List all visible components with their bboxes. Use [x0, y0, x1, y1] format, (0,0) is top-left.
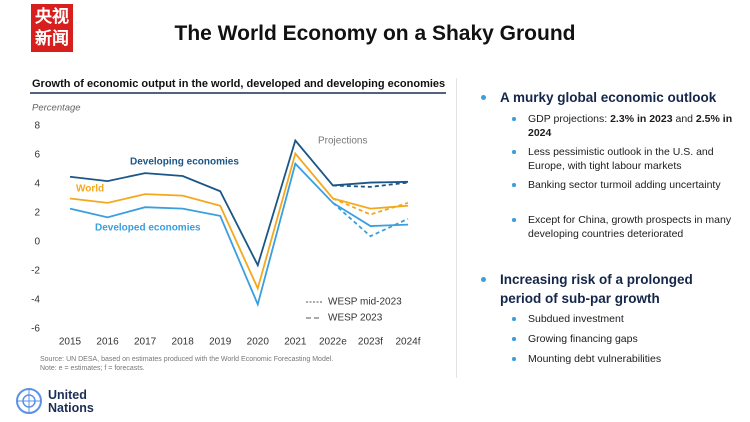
series-label: Developing economies — [130, 157, 239, 168]
x-tick-label: 2015 — [59, 337, 82, 348]
series-line-dashed — [332, 181, 409, 188]
chart: Growth of economic output in the world, … — [30, 78, 446, 372]
x-tick-label: 2016 — [96, 337, 119, 348]
chart-title: Growth of economic output in the world, … — [32, 78, 445, 90]
bullet-text: Growing financing gaps — [528, 332, 733, 346]
org-name-line: United — [48, 388, 87, 402]
x-tick-label: 2021 — [284, 337, 307, 348]
source-note: Source: UN DESA, based on estimates prod… — [40, 356, 333, 363]
source-note: Note: e = estimates; f = forecasts. — [40, 365, 145, 372]
section-heading: Increasing risk of a prolonged period of… — [500, 272, 693, 306]
annotation: Projections — [318, 136, 367, 147]
y-tick-label: 6 — [34, 150, 40, 161]
bullet — [512, 337, 516, 341]
y-tick-label: -6 — [31, 324, 40, 335]
x-tick-label: 2022e — [319, 337, 347, 348]
bullet-text: Except for China, growth prospects in ma… — [528, 213, 733, 241]
series-line — [69, 151, 409, 292]
text: Less pessimistic outlook in the U.S. and… — [528, 146, 714, 172]
series-line-dashed — [332, 202, 409, 238]
text: Subdued investment — [528, 313, 624, 325]
org-name: United Nations — [48, 389, 94, 415]
text: Mounting debt vulnerabilities — [528, 353, 662, 365]
x-tick-label: 2023f — [358, 337, 383, 348]
divider — [456, 78, 457, 378]
y-tick-label: -4 — [31, 295, 40, 306]
bold-text: 2.3% in 2023 — [610, 113, 673, 125]
legend-label: WESP mid-2023 — [328, 297, 402, 308]
logo: 央视 新闻 — [31, 4, 73, 52]
y-tick-label: 8 — [34, 121, 40, 132]
text: GDP projections: — [528, 113, 611, 125]
bullet — [481, 277, 486, 282]
y-axis-label: Percentage — [32, 103, 81, 114]
x-tick-label: 2019 — [209, 337, 232, 348]
x-tick-label: 2020 — [247, 337, 270, 348]
slide-title: The World Economy on a Shaky Ground — [174, 22, 576, 45]
text: Except for China, growth prospects in ma… — [528, 214, 732, 240]
section-heading: A murky global economic outlook — [500, 90, 717, 105]
series-line — [69, 138, 409, 268]
x-tick-label: 2024f — [395, 337, 420, 348]
text: Growing financing gaps — [528, 333, 638, 345]
x-tick-label: 2017 — [134, 337, 157, 348]
bullet-text: GDP projections: 2.3% in 2023 and 2.5% i… — [528, 112, 733, 140]
legend-label: WESP 2023 — [328, 313, 383, 324]
bullet — [512, 317, 516, 321]
series-label: Developed economies — [95, 223, 201, 234]
series-label: World — [76, 184, 104, 195]
y-tick-label: 4 — [34, 179, 40, 190]
text: Banking sector turmoil adding uncertaint… — [528, 179, 721, 191]
series-line — [69, 161, 409, 308]
logo-text: 央视 — [35, 7, 69, 26]
bullet — [512, 183, 516, 187]
y-tick-label: 2 — [34, 208, 40, 219]
logo-text: 新闻 — [35, 29, 69, 48]
y-tick-label: 0 — [34, 237, 40, 248]
text: and — [672, 113, 696, 125]
bullet — [512, 218, 516, 222]
bold-text: 2.5% in 2024 — [528, 113, 733, 139]
bullet-text: Banking sector turmoil adding uncertaint… — [528, 178, 733, 192]
bullet — [512, 150, 516, 154]
x-tick-label: 2018 — [172, 337, 195, 348]
bullet-text: Mounting debt vulnerabilities — [528, 352, 733, 366]
bullet-text: Subdued investment — [528, 312, 733, 326]
y-tick-label: -2 — [31, 266, 40, 277]
org-name-line: Nations — [48, 401, 94, 415]
bullet — [512, 357, 516, 361]
bullet — [481, 95, 486, 100]
un-emblem — [16, 388, 42, 414]
bullet — [512, 117, 516, 121]
bullet-text: Less pessimistic outlook in the U.S. and… — [528, 145, 733, 173]
